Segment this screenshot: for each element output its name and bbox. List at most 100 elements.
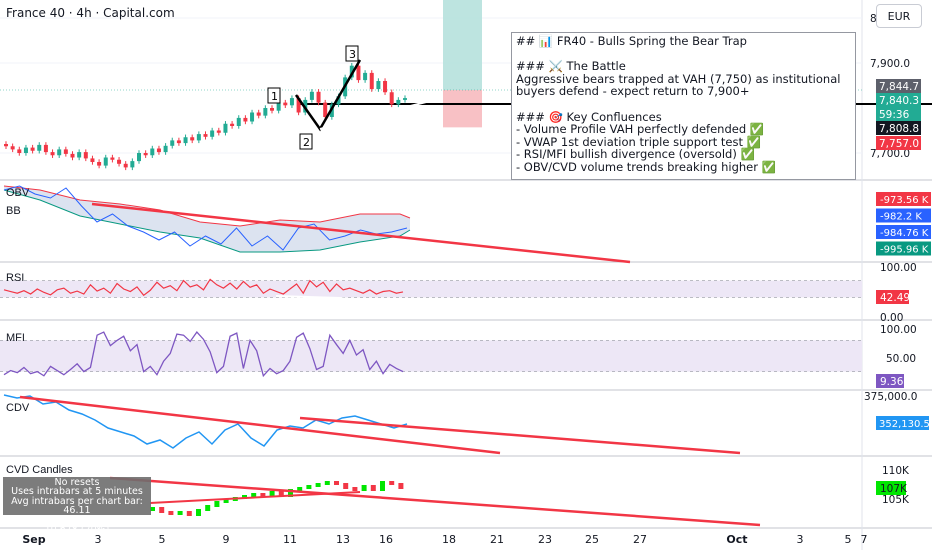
mfi-value-label: 9.36 bbox=[880, 376, 904, 388]
candle bbox=[137, 153, 141, 162]
wave-label: 2 bbox=[303, 136, 310, 149]
cvd-candle bbox=[380, 481, 385, 491]
candle bbox=[103, 157, 108, 166]
obv-value-label: -982.2 K bbox=[880, 212, 922, 223]
note-item: - RSI/MFI bullish divergence (oversold) … bbox=[516, 147, 755, 162]
price-tag-label: 7,844.7 bbox=[879, 81, 919, 93]
cvd-candle bbox=[343, 483, 349, 489]
note-battle-heading: ### ⚔️ The Battle bbox=[516, 59, 626, 74]
candle bbox=[263, 108, 268, 116]
candle bbox=[203, 134, 208, 137]
candle bbox=[270, 108, 274, 111]
candle bbox=[123, 163, 128, 168]
cvd-candle bbox=[315, 483, 321, 487]
y-tick-label: 7,900.0 bbox=[870, 58, 910, 70]
candle bbox=[243, 117, 248, 122]
cvd-candle bbox=[389, 481, 395, 485]
candle bbox=[396, 99, 401, 105]
candle bbox=[349, 65, 354, 78]
cvd-candle bbox=[352, 487, 358, 491]
candle bbox=[130, 161, 135, 168]
cdv-trendline bbox=[299, 416, 741, 455]
candle bbox=[210, 130, 215, 137]
candle bbox=[309, 91, 314, 100]
cvd-trendline bbox=[109, 476, 761, 527]
rsi-divergence-line bbox=[275, 295, 412, 309]
obv-value-tag bbox=[876, 241, 931, 256]
cvd-candle bbox=[324, 481, 330, 485]
candle bbox=[17, 149, 22, 153]
x-tick-label: 7 bbox=[861, 533, 868, 546]
candle bbox=[383, 81, 388, 93]
candle bbox=[163, 145, 168, 153]
cvd-candle bbox=[159, 507, 165, 513]
cvd-candle bbox=[205, 505, 211, 511]
currency-selector[interactable]: EUR bbox=[876, 4, 922, 28]
mfi-line bbox=[3, 331, 404, 378]
x-tick-label: 3 bbox=[797, 533, 804, 546]
candle bbox=[43, 144, 48, 153]
candle bbox=[316, 91, 321, 103]
x-tick-label: 16 bbox=[379, 533, 393, 546]
x-tick-label: 11 bbox=[283, 533, 297, 546]
x-tick-label: 3 bbox=[95, 533, 102, 546]
cvd-value-tag bbox=[876, 481, 906, 495]
candle bbox=[4, 144, 8, 147]
candle bbox=[117, 159, 122, 164]
wave-label: 1 bbox=[271, 90, 278, 103]
x-tick-label: 5 bbox=[159, 533, 166, 546]
rsi-tick: 100.00 bbox=[880, 262, 917, 274]
rsi-band bbox=[0, 280, 862, 298]
price-tag bbox=[876, 136, 921, 150]
cvd-tick: 105K bbox=[882, 494, 910, 506]
cvd-candle bbox=[269, 491, 275, 497]
cvd-tick: 110K bbox=[882, 465, 910, 477]
info-line: No resets bbox=[54, 477, 100, 488]
obv-value-tag bbox=[876, 192, 931, 206]
price-tag-label: 7,757.0 bbox=[879, 138, 919, 150]
x-tick-label: Oct bbox=[726, 533, 747, 546]
candle bbox=[23, 147, 28, 153]
cvd-candle bbox=[150, 507, 155, 511]
candle bbox=[336, 96, 341, 105]
analysis-note[interactable]: ## 📊 FR40 - Bulls Spring the Bear Trap #… bbox=[511, 32, 856, 180]
rsi-tick: 0.00 bbox=[880, 312, 903, 324]
cdv-trendline bbox=[19, 395, 501, 455]
x-tick-label: 23 bbox=[538, 533, 552, 546]
rsi-label: RSI bbox=[6, 272, 25, 284]
candle bbox=[97, 162, 102, 166]
candle bbox=[296, 98, 301, 113]
candle bbox=[196, 134, 201, 141]
info-line: Chart bars covered: 2,168 / 10,678 (20%) bbox=[11, 514, 143, 536]
wave-label-box bbox=[345, 45, 359, 62]
rsi-line bbox=[3, 278, 404, 297]
cdv-line bbox=[3, 394, 408, 449]
bb-upper bbox=[3, 185, 411, 227]
cvd-candle bbox=[186, 511, 192, 516]
y-tick-label: 7,700.0 bbox=[870, 148, 910, 160]
mfi-tick: 100.00 bbox=[880, 324, 917, 336]
candle bbox=[30, 147, 35, 151]
obv-value-label: -984.76 K bbox=[880, 228, 929, 239]
cvd-candle bbox=[370, 485, 376, 491]
cvd-candle bbox=[168, 511, 174, 515]
mfi-label: MFI bbox=[6, 332, 25, 344]
wave-label-box bbox=[267, 87, 281, 104]
note-item: - Volume Profile VAH perfectly defended … bbox=[516, 122, 765, 137]
candle bbox=[83, 152, 88, 159]
candle bbox=[376, 81, 381, 90]
cdv-tick: 375,000.0 bbox=[864, 391, 917, 403]
price-tag-label: 59:36 bbox=[879, 109, 910, 121]
price-tag bbox=[876, 107, 921, 121]
intrabar-info-box: No resets Uses intrabars at 5 minutes Av… bbox=[3, 477, 151, 534]
price-tag bbox=[876, 93, 921, 107]
obv-line bbox=[3, 185, 408, 251]
candle bbox=[77, 152, 82, 158]
cvd-candle bbox=[196, 509, 201, 516]
cdv-label: CDV bbox=[6, 402, 30, 414]
candle bbox=[256, 112, 261, 116]
candle bbox=[403, 98, 407, 100]
bb-label: BB bbox=[6, 205, 21, 217]
cvd-candle bbox=[297, 487, 303, 491]
